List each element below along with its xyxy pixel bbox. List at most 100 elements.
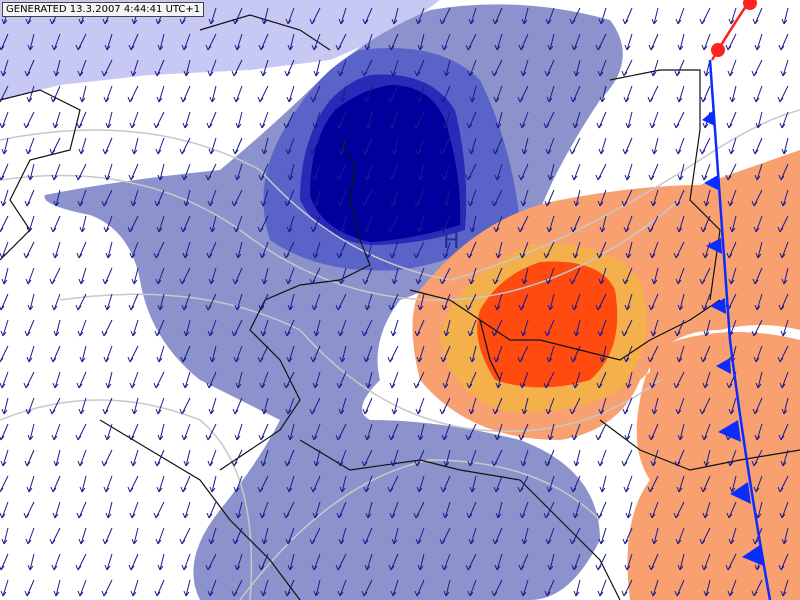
wind-arrow (494, 423, 503, 441)
wind-arrow (415, 527, 425, 545)
wind-arrow (441, 33, 451, 51)
wind-arrow (491, 189, 503, 207)
wind-arrow (23, 111, 35, 129)
wind-arrow (287, 423, 295, 441)
wind-arrow (362, 527, 373, 545)
wind-arrow (649, 501, 659, 519)
wind-arrow (493, 85, 503, 103)
border (0, 89, 81, 261)
wind-arrow (599, 215, 607, 233)
wind-arrow (0, 33, 9, 51)
wind-arrow (703, 449, 711, 467)
wind-arrow (361, 59, 373, 77)
wind-arrow (521, 267, 529, 285)
wind-arrow (257, 215, 269, 233)
wind-arrow (287, 33, 295, 51)
wind-arrow (1, 137, 9, 155)
wind-arrow (233, 475, 243, 493)
wind-arrow (778, 553, 789, 571)
pressure-label: H (443, 229, 460, 254)
wind-arrow (751, 189, 763, 207)
wind-arrow (339, 475, 347, 493)
wind-arrow (752, 267, 763, 285)
wind-arrow (651, 137, 659, 155)
wind-arrow (49, 527, 61, 545)
wind-arrow (53, 579, 61, 597)
wind-arrow (728, 267, 737, 285)
wind-arrow (101, 579, 113, 597)
wind-arrow (388, 553, 399, 571)
wind-arrow (625, 111, 633, 129)
wind-arrow (389, 501, 399, 519)
wind-arrow (703, 189, 711, 207)
wind-arrow (182, 111, 191, 129)
wind-arrow (726, 111, 737, 129)
wind-arrow (465, 293, 477, 311)
wind-arrow (521, 7, 529, 25)
wind-arrow (545, 7, 555, 25)
wind-arrow (336, 241, 347, 259)
wind-arrow (547, 163, 555, 181)
wind-arrow (104, 163, 113, 181)
wind-arrow (50, 345, 61, 363)
wind-arrow (339, 215, 347, 233)
wind-arrow (778, 163, 789, 181)
wind-arrow (573, 59, 581, 77)
wind-arrow (781, 137, 789, 155)
wind-arrow (131, 397, 139, 415)
wind-arrow (287, 163, 295, 181)
wind-arrow (153, 241, 165, 259)
wind-arrow (205, 33, 217, 51)
wind-arrow (23, 371, 35, 389)
wind-arrow (468, 397, 477, 415)
wind-arrow (76, 241, 87, 259)
wind-arrow (387, 215, 399, 233)
wind-arrow (208, 7, 217, 25)
wind-arrow (0, 85, 9, 103)
wind-arrow (205, 293, 217, 311)
wind-arrow (491, 319, 503, 337)
wind-arrow (493, 215, 503, 233)
wind-arrow (570, 215, 581, 233)
wind-arrow (781, 7, 789, 25)
wind-arrow (260, 319, 269, 337)
wind-arrow (131, 527, 139, 545)
wind-arrow (259, 111, 269, 129)
wind-arrow (258, 163, 269, 181)
wind-arrow (77, 449, 87, 467)
wind-arrow (283, 241, 295, 259)
isobar (0, 399, 253, 600)
wind-arrow (441, 423, 451, 441)
wind-arrow (207, 189, 217, 207)
wind-arrow (101, 319, 113, 337)
wind-arrow (673, 111, 685, 129)
wind-arrow (257, 345, 269, 363)
wind-arrow (650, 319, 659, 337)
wind-arrow (725, 33, 737, 51)
front-semicircle (711, 43, 725, 57)
wind-arrow (673, 371, 685, 389)
wind-arrow (491, 579, 503, 597)
wind-arrow (363, 475, 373, 493)
wind-arrow (183, 319, 191, 337)
wind-arrow (179, 137, 191, 155)
wind-arrow (338, 267, 347, 285)
wind-arrow (102, 527, 113, 545)
wind-arrow (235, 111, 243, 129)
wind-arrow (364, 423, 373, 441)
wind-arrow (128, 423, 139, 441)
wind-arrow (49, 137, 61, 155)
wind-arrow (649, 111, 659, 129)
wind-arrow (570, 475, 581, 493)
wind-arrow (598, 137, 607, 155)
wind-arrow (777, 345, 789, 363)
wind-arrow (337, 59, 347, 77)
isobar (239, 459, 601, 600)
wind-arrow (571, 33, 581, 51)
wind-arrow (337, 449, 347, 467)
wind-arrow (209, 215, 217, 233)
wind-arrow (257, 85, 269, 103)
wind-arrow (519, 241, 529, 259)
wind-arrow (75, 423, 87, 441)
wind-arrow (25, 527, 35, 545)
